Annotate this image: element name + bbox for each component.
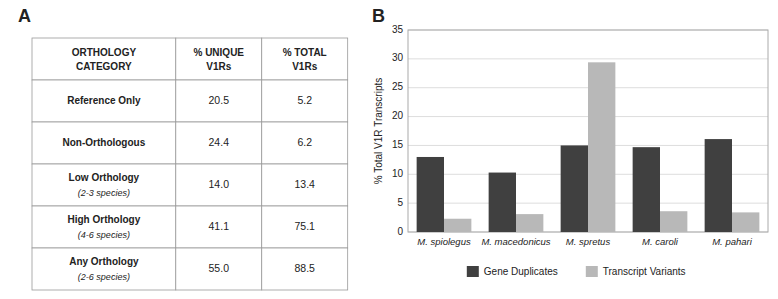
column-header: ORTHOLOGY CATEGORY [72,47,137,72]
legend-swatch [467,266,479,277]
table-cell [262,164,348,206]
table-cell [262,248,348,290]
table-cell [262,122,348,164]
table-cell [32,248,176,290]
row-sublabel: (2-6 species) [78,272,130,282]
header-line: ORTHOLOGY [72,47,137,58]
panel-label: A [18,6,31,26]
table-value: 20.5 [209,94,230,106]
table-value: 6.2 [297,136,312,148]
table-value: 88.5 [294,262,315,274]
table-cell [176,80,262,122]
table-cell [262,38,348,80]
table-panel: A ORTHOLOGY CATEGORY % UNIQUE V1Rs % TOTAL V1R… [18,6,348,290]
table-value: 75.1 [294,220,315,232]
bar-panel: B 0 5 10 15 20 25 30 35 % Total V1R Transcripts M.… [372,6,768,277]
bar [516,214,543,232]
x-tick-label: M. spretus [566,236,611,247]
y-axis-label: % Total V1R Transcripts [373,78,384,185]
row-label: Reference Only [67,95,141,106]
table-cell [176,206,262,248]
x-tick-label: M. caroli [642,236,679,247]
row-label: Non-Orthologous [63,137,146,148]
table-value: 13.4 [294,178,315,190]
table-cell [32,80,176,122]
y-tick-label: 30 [392,52,404,63]
row-label: High Orthology [67,214,140,225]
row-label: Low Orthology [69,172,140,183]
header-line: V1Rs [292,61,317,72]
row-sublabel: (4-6 species) [78,230,130,240]
grid-line [408,58,768,59]
legend-swatch [586,266,598,277]
legend: Gene Duplicates Transcript Variants [467,266,686,277]
x-tick-label: M. spiolegus [417,236,471,247]
figure: A ORTHOLOGY CATEGORY % UNIQUE V1Rs % TOTAL V1R… [0,0,778,299]
table-cell [32,38,176,80]
y-tick-label: 25 [392,81,404,92]
legend-label: Gene Duplicates [484,266,558,277]
header-line: % UNIQUE [193,47,244,58]
header-line: % TOTAL [283,47,327,58]
table-cell [176,164,262,206]
table-cell [176,38,262,80]
y-tick-label: 0 [397,226,403,237]
column-header: % UNIQUE V1Rs [193,47,244,72]
bar [561,145,588,232]
bar [588,62,615,232]
row-sublabel: (2-3 species) [78,188,130,198]
table-cell [32,122,176,164]
table-value: 41.1 [209,220,230,232]
y-tick-label: 10 [392,168,404,179]
bar [732,212,759,232]
y-tick-label: 20 [392,110,404,121]
bar [633,147,660,232]
table-cell [262,80,348,122]
y-tick-label: 35 [392,24,404,35]
bar [417,157,444,232]
table-cell [176,248,262,290]
y-tick-label: 15 [392,139,404,150]
bar [660,211,687,232]
column-header: % TOTAL V1Rs [283,47,327,72]
table-value: 14.0 [209,178,230,190]
table-value: 5.2 [297,94,312,106]
header-line: V1Rs [206,61,231,72]
row-label: Any Orthology [69,256,139,267]
table-cell [32,164,176,206]
header-line: CATEGORY [76,61,132,72]
table-cell [262,206,348,248]
table-value: 55.0 [209,262,230,274]
table-value: 24.4 [209,136,230,148]
bars [417,62,760,232]
x-tick-label: M. pahari [712,236,752,247]
panel-label: B [372,6,385,26]
y-tick-label: 5 [397,197,403,208]
x-tick-label: M. macedonicus [481,236,550,247]
bar [705,139,732,232]
table-cell [176,122,262,164]
bar [489,173,516,232]
bar [444,219,471,232]
legend-label: Transcript Variants [603,266,686,277]
plot-frame [408,30,768,232]
table-cell [32,206,176,248]
